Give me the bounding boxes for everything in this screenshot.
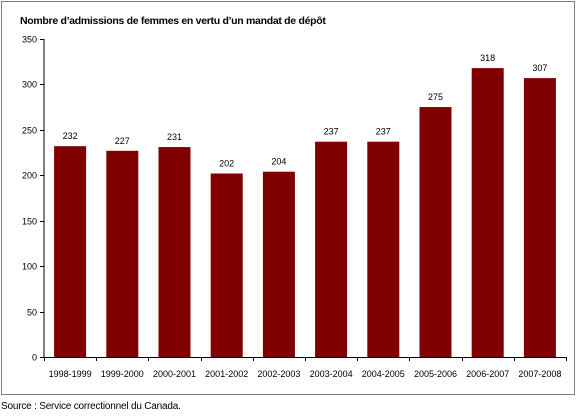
x-tick-label: 1998-1999 (49, 369, 92, 379)
x-tick-label: 2006-2007 (466, 369, 509, 379)
data-label: 237 (324, 127, 339, 137)
y-tick-label: 0 (32, 353, 37, 363)
y-tick-label: 300 (22, 80, 37, 90)
x-axis: 1998-1999 1999-2000 2000-2001 2001-2002 2002… (44, 357, 567, 379)
bar (106, 150, 139, 357)
x-tick-label: 1999-2000 (101, 369, 144, 379)
bar (367, 141, 400, 357)
y-tick-label: 250 (22, 126, 37, 136)
chart-title: Nombre d’admissions de femmes en vertu d… (20, 15, 326, 27)
bar (158, 147, 191, 357)
data-label: 231 (167, 132, 182, 142)
y-tick-label: 50 (27, 308, 37, 318)
y-tick-label: 100 (22, 262, 37, 272)
bar (315, 141, 348, 357)
source-note: Source : Service correctionnel du Canada… (1, 401, 181, 412)
data-label: 275 (428, 92, 443, 102)
y-axis: 0 50 100 150 200 250 300 350 (22, 35, 45, 363)
y-tick-label: 200 (22, 171, 37, 181)
bar (419, 107, 452, 357)
x-tick-label: 2001-2002 (205, 369, 248, 379)
bar (54, 146, 87, 357)
data-label: 307 (532, 63, 547, 73)
bar (471, 68, 504, 357)
bar (262, 171, 295, 357)
x-tick-label: 2005-2006 (414, 369, 457, 379)
data-label: 204 (271, 157, 286, 167)
bar (210, 173, 243, 357)
data-label: 202 (219, 159, 234, 169)
data-label: 232 (63, 131, 78, 141)
x-tick-label: 2004-2005 (362, 369, 405, 379)
y-tick-label: 150 (22, 217, 37, 227)
data-label: 237 (376, 127, 391, 137)
x-tick-label: 2007-2008 (518, 369, 561, 379)
bar (523, 78, 556, 357)
x-tick-label: 2002-2003 (257, 369, 300, 379)
x-tick-label: 2000-2001 (153, 369, 196, 379)
data-label: 318 (480, 53, 495, 63)
data-label: 227 (115, 136, 130, 146)
x-tick-label: 2003-2004 (310, 369, 353, 379)
bars: 232 227 231 202 204 237 237 275 318 307 (54, 53, 556, 357)
y-tick-label: 350 (22, 35, 37, 45)
